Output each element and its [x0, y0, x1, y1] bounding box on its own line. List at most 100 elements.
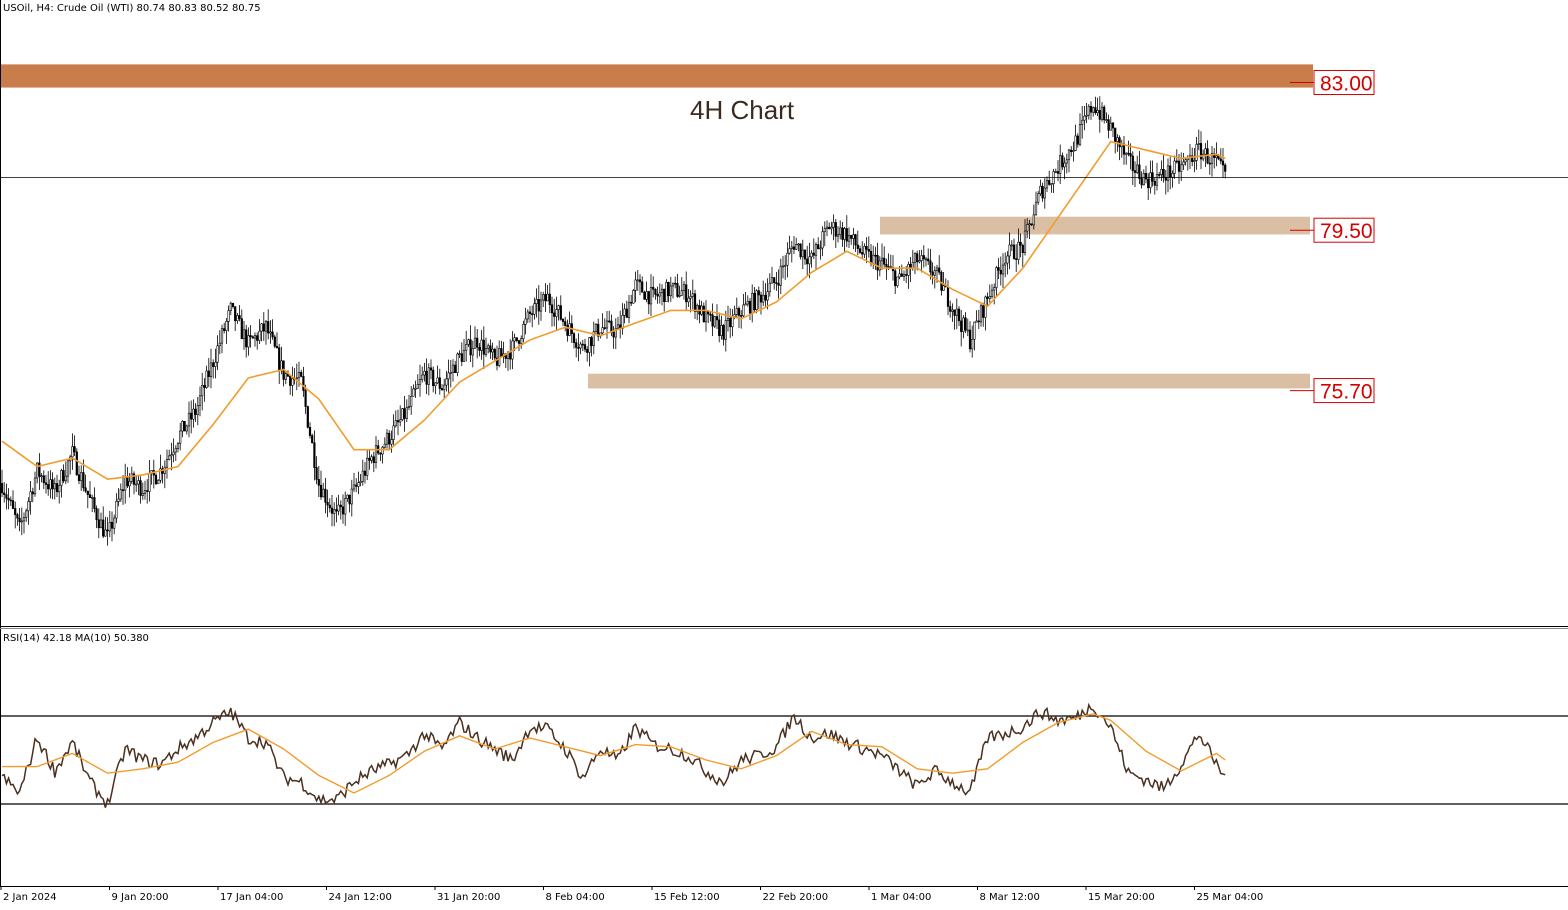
candle-body — [621, 315, 624, 329]
candle — [108, 510, 111, 538]
candle — [634, 271, 637, 303]
candle-body — [964, 317, 967, 331]
candle-body — [799, 243, 802, 258]
candle-body — [271, 331, 274, 338]
candle — [273, 334, 276, 349]
candle-body — [438, 377, 441, 389]
candle — [209, 348, 213, 389]
candle — [18, 508, 21, 532]
candle-body — [949, 306, 952, 312]
candle — [687, 289, 690, 308]
candle — [14, 501, 17, 529]
candle — [1089, 101, 1093, 120]
candle-body — [1160, 169, 1163, 175]
candle-body — [883, 257, 886, 265]
candle-body — [1094, 107, 1097, 114]
candle-body — [839, 227, 842, 235]
candle — [522, 320, 525, 343]
candle — [990, 284, 994, 299]
candle-body — [328, 504, 331, 509]
candle-body — [476, 337, 479, 348]
candle-body — [440, 388, 444, 391]
candle — [190, 400, 193, 434]
candle — [498, 340, 501, 368]
candle-body — [792, 246, 796, 250]
candle — [1138, 150, 1141, 184]
candle — [814, 242, 818, 270]
candle-body — [223, 328, 226, 331]
candle — [88, 481, 92, 498]
candle-body — [643, 291, 646, 300]
candle — [449, 359, 452, 388]
candle-body — [797, 243, 800, 246]
candle-body — [212, 362, 215, 367]
candle-body — [1006, 255, 1009, 264]
candle-body — [132, 473, 136, 485]
candle — [614, 318, 617, 350]
candle — [1125, 152, 1128, 165]
candle — [680, 277, 683, 296]
candle-body — [823, 228, 826, 233]
candle — [64, 461, 67, 485]
candle — [724, 310, 727, 352]
candle-body — [535, 298, 538, 304]
candle — [616, 316, 620, 329]
candle-body — [357, 482, 360, 487]
candle-body — [137, 480, 140, 485]
candle-body — [872, 254, 875, 264]
candle — [878, 256, 881, 277]
candle — [583, 338, 587, 353]
candle — [392, 414, 395, 447]
candle — [1206, 140, 1209, 165]
candle — [797, 242, 800, 252]
candle-body — [1103, 106, 1106, 121]
candle-body — [812, 252, 815, 256]
candle-body — [803, 249, 807, 260]
candle-body — [484, 347, 488, 355]
candle-body — [337, 504, 340, 512]
candle-body — [462, 349, 466, 362]
candle-body — [913, 253, 917, 263]
candle — [370, 454, 373, 464]
candle-body — [405, 407, 408, 419]
candle — [267, 309, 270, 340]
candle-body — [876, 255, 879, 271]
candle — [770, 266, 774, 284]
candle — [1155, 162, 1159, 191]
candle — [656, 286, 659, 304]
candle-body — [858, 248, 862, 253]
candle-body — [491, 348, 494, 353]
candle — [185, 424, 188, 435]
time-axis: 2 Jan 2024 9 Jan 20:00 17 Jan 04:00 24 Jan … — [0, 886, 1263, 903]
candle — [590, 335, 593, 357]
candle-body — [1056, 171, 1060, 174]
candle-body — [238, 315, 241, 320]
candle — [955, 298, 958, 330]
candle-body — [368, 457, 371, 461]
candle — [9, 496, 12, 507]
candle — [1019, 233, 1022, 258]
candle-body — [880, 257, 884, 262]
candle — [31, 487, 34, 503]
candle-body — [148, 473, 151, 492]
candle-body — [471, 348, 474, 356]
candle-body — [1012, 244, 1016, 259]
candle — [476, 328, 479, 359]
candle — [240, 309, 243, 340]
candle-body — [348, 494, 351, 505]
candle-body — [984, 296, 987, 318]
candle — [324, 477, 327, 514]
candle — [1122, 136, 1126, 165]
candle-body — [168, 455, 171, 460]
candle-body — [1215, 155, 1218, 158]
candle-body — [5, 494, 8, 499]
candle-body — [931, 271, 934, 276]
candle-body — [410, 395, 413, 407]
candle — [520, 335, 523, 349]
candle-body — [300, 371, 303, 377]
candle — [751, 284, 754, 323]
candle-body — [1037, 193, 1040, 203]
candle-body — [726, 318, 730, 321]
candle-body — [205, 370, 208, 388]
candle-body — [924, 258, 928, 261]
